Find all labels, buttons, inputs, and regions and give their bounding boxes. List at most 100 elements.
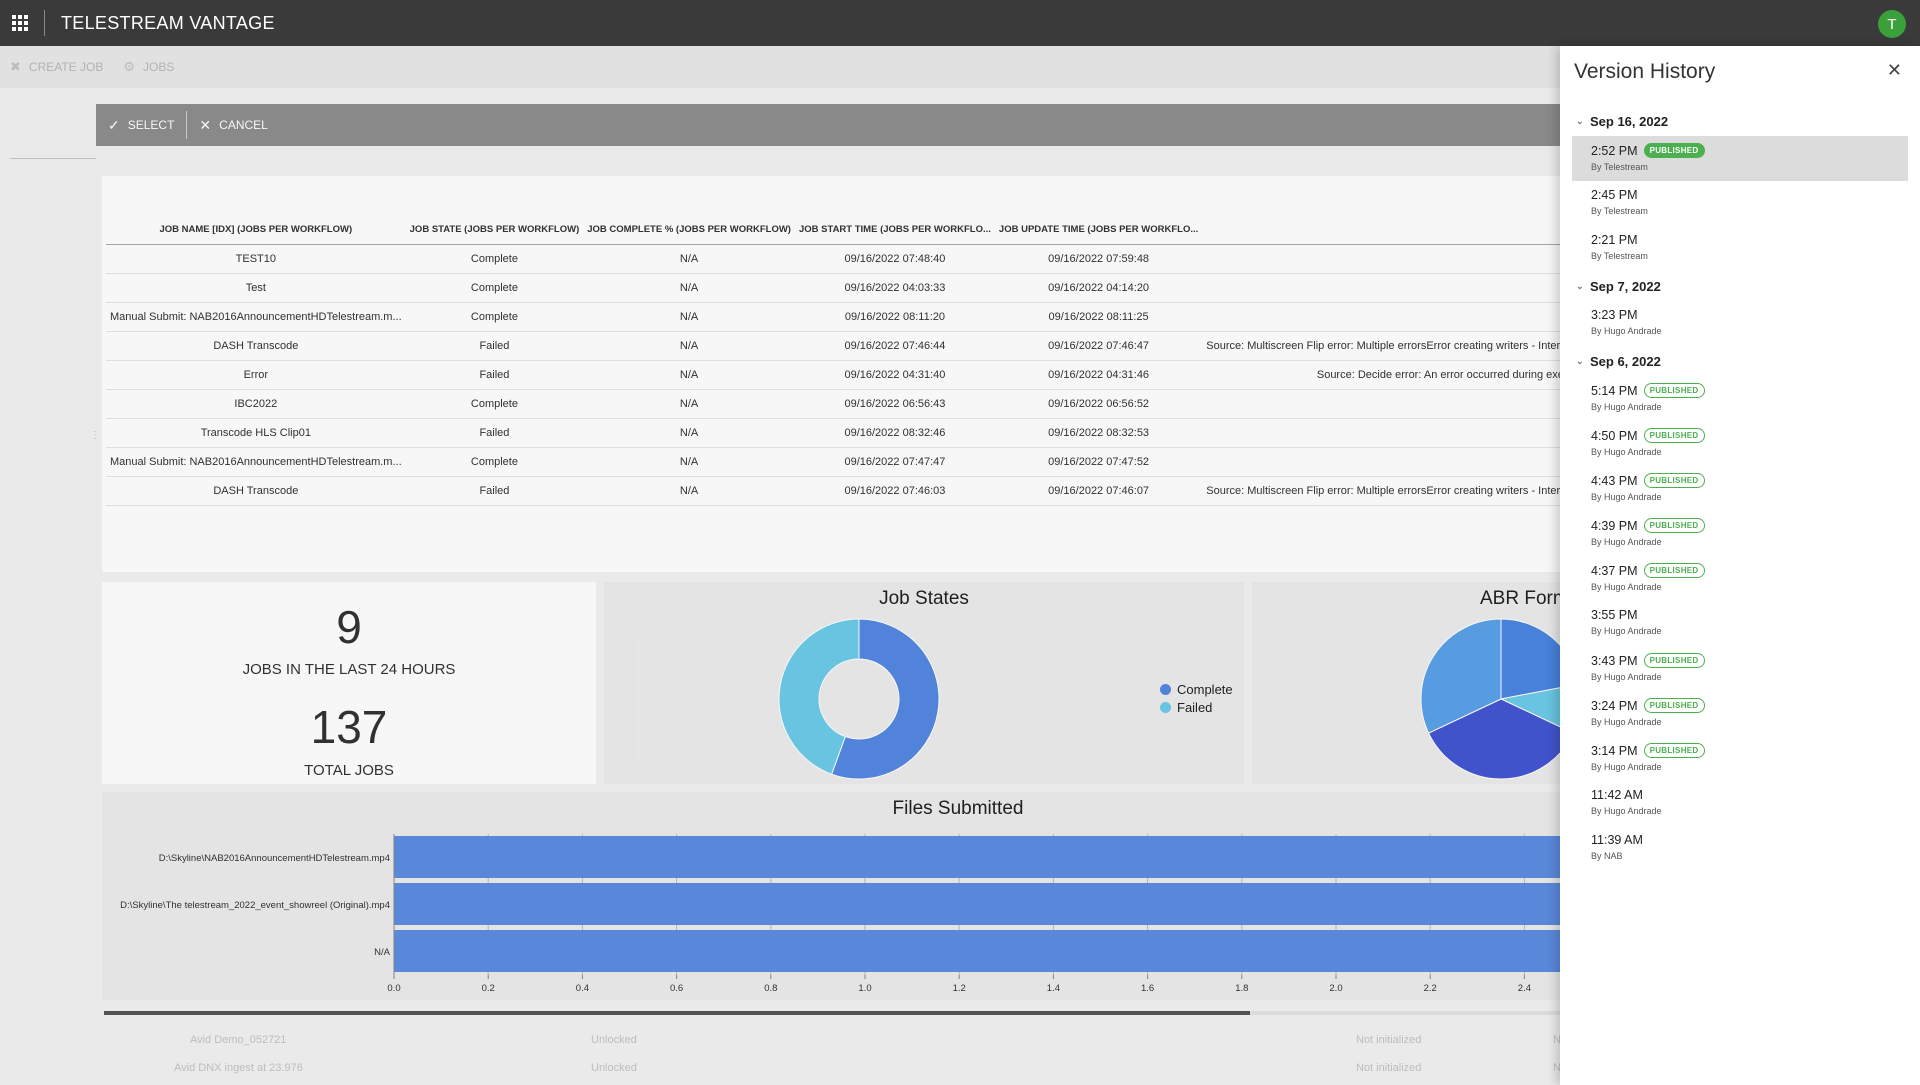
version-date-group-header[interactable]: ⌄ Sep 6, 2022 — [1572, 346, 1908, 376]
column-header-job-name[interactable]: JOB NAME [IDX] (JOBS PER WORKFLOW) — [106, 216, 406, 245]
version-entry[interactable]: 5:14 PM PUBLISHED By Hugo Andrade — [1572, 376, 1908, 421]
jobs-button[interactable]: ⚙ JOBS — [123, 59, 174, 75]
cell-job-name: Manual Submit: NAB2016AnnouncementHDTele… — [106, 302, 406, 332]
version-author: By Hugo Andrade — [1591, 626, 1662, 636]
legend-item[interactable]: Failed — [1160, 700, 1233, 715]
version-entry[interactable]: 2:21 PM By Telestream — [1572, 226, 1908, 271]
jobs-icon: ⚙ — [123, 59, 136, 74]
version-entry[interactable]: 3:23 PM By Hugo Andrade — [1572, 301, 1908, 346]
version-time: 2:21 PM — [1591, 233, 1638, 247]
version-entry[interactable]: 4:50 PM PUBLISHED By Hugo Andrade — [1572, 421, 1908, 466]
cell-job-complete: N/A — [583, 418, 795, 448]
version-entry[interactable]: 3:24 PM PUBLISHED By Hugo Andrade — [1572, 691, 1908, 736]
legend-label: Complete — [1177, 682, 1233, 697]
cell-message: Source: Decide error: An error occurred … — [1202, 360, 1560, 390]
version-entry[interactable]: 11:39 AM By NAB — [1572, 826, 1908, 871]
published-badge: PUBLISHED — [1643, 143, 1705, 158]
version-entry[interactable]: 3:43 PM PUBLISHED By Hugo Andrade — [1572, 646, 1908, 691]
x-tick-label: 1.0 — [858, 983, 871, 994]
version-author: By Hugo Andrade — [1591, 672, 1662, 682]
version-time-row: 11:39 AM — [1591, 833, 1908, 847]
table-row[interactable]: Manual Submit: NAB2016AnnouncementHDTele… — [106, 302, 1560, 332]
version-entry[interactable]: 4:37 PM PUBLISHED By Hugo Andrade — [1572, 556, 1908, 601]
version-entry[interactable]: 3:55 PM By Hugo Andrade — [1572, 601, 1908, 646]
cell-job-name: Manual Submit: NAB2016AnnouncementHDTele… — [106, 447, 406, 477]
table-row[interactable]: Test Complete N/A 09/16/2022 04:03:33 09… — [106, 273, 1560, 303]
cancel-button[interactable]: ✕ CANCEL — [187, 104, 279, 146]
table-row[interactable]: IBC2022 Complete N/A 09/16/2022 06:56:43… — [106, 389, 1560, 419]
version-history-panel: Version History ✕ ⌄ Sep 16, 2022 2:52 PM PU… — [1560, 46, 1920, 1085]
create-job-button[interactable]: ✖ CREATE JOB — [10, 59, 103, 75]
column-header-job-complete[interactable]: JOB COMPLETE % (JOBS PER WORKFLOW) — [583, 216, 795, 245]
select-button[interactable]: ✓ SELECT — [96, 104, 186, 146]
abr-format-pie-chart — [1420, 618, 1560, 780]
version-date-label: Sep 7, 2022 — [1590, 278, 1661, 294]
table-row[interactable]: DASH Transcode Failed N/A 09/16/2022 07:… — [106, 331, 1560, 361]
app-launcher-button[interactable] — [0, 0, 40, 46]
version-time: 3:24 PM — [1591, 698, 1638, 713]
selection-action-bar: ✓ SELECT ✕ CANCEL — [96, 104, 1560, 146]
row-extra: N — [1553, 1062, 1561, 1074]
table-row[interactable]: Manual Submit: NAB2016AnnouncementHDTele… — [106, 447, 1560, 477]
resize-handle-icon[interactable]: ⋮ — [90, 430, 100, 441]
list-item[interactable]: Avid DNX ingest at 23.976 Unlocked Not i… — [96, 1056, 1561, 1082]
column-header-message[interactable] — [1202, 216, 1560, 245]
close-icon: ✕ — [199, 116, 212, 133]
version-entry[interactable]: 2:45 PM By Telestream — [1572, 181, 1908, 226]
x-tick-label: 2.0 — [1329, 983, 1342, 994]
table-row[interactable]: Transcode HLS Clip01 Failed N/A 09/16/20… — [106, 418, 1560, 448]
row-extra: N — [1553, 1034, 1561, 1046]
table-row[interactable]: DASH Transcode Failed N/A 09/16/2022 07:… — [106, 476, 1560, 506]
app-title: TELESTREAM VANTAGE — [61, 12, 275, 33]
cell-start-time: 09/16/2022 08:32:46 — [794, 418, 995, 448]
cell-update-time: 09/16/2022 08:32:53 — [994, 418, 1203, 448]
version-date-label: Sep 16, 2022 — [1590, 113, 1669, 129]
column-header-update-time[interactable]: JOB UPDATE TIME (JOBS PER WORKFLO... — [994, 216, 1203, 245]
table-row[interactable]: TEST10 Complete N/A 09/16/2022 07:48:40 … — [106, 244, 1560, 274]
close-icon[interactable]: ✕ — [1886, 60, 1902, 80]
legend-swatch — [1160, 702, 1171, 713]
table-row[interactable]: Error Failed N/A 09/16/2022 04:31:40 09/… — [106, 360, 1560, 390]
left-nav-divider — [10, 158, 96, 159]
version-entry[interactable]: 4:43 PM PUBLISHED By Hugo Andrade — [1572, 466, 1908, 511]
version-date-group-header[interactable]: ⌄ Sep 7, 2022 — [1572, 271, 1908, 301]
column-header-start-time[interactable]: JOB START TIME (JOBS PER WORKFLO... — [794, 216, 995, 245]
category-tick-label: D:\Skyline\NAB2016AnnouncementHDTelestre… — [159, 853, 390, 864]
chevron-down-icon: ⌄ — [1576, 115, 1584, 126]
version-entry[interactable]: 11:42 AM By Hugo Andrade — [1572, 781, 1908, 826]
cell-job-name: DASH Transcode — [106, 476, 406, 506]
cell-start-time: 09/16/2022 07:48:40 — [794, 244, 995, 274]
pie-slice — [1420, 618, 1502, 734]
bar — [394, 836, 1560, 878]
row-status: Not initialized — [1356, 1034, 1422, 1046]
cell-start-time: 09/16/2022 07:46:44 — [794, 331, 995, 361]
version-time: 3:55 PM — [1591, 608, 1638, 622]
version-date-label: Sep 6, 2022 — [1590, 353, 1661, 369]
version-entry[interactable]: 4:39 PM PUBLISHED By Hugo Andrade — [1572, 511, 1908, 556]
x-tick-label: 1.2 — [953, 983, 966, 994]
version-entry[interactable]: 3:14 PM PUBLISHED By Hugo Andrade — [1572, 736, 1908, 781]
total-jobs-label: TOTAL JOBS — [304, 762, 394, 779]
x-tick-label: 1.4 — [1047, 983, 1060, 994]
job-stats-panel: 9 JOBS IN THE LAST 24 HOURS 137 TOTAL JO… — [102, 582, 596, 784]
user-avatar[interactable]: T — [1878, 10, 1906, 38]
checkmark-icon: ✓ — [108, 116, 120, 133]
cell-message: Source: Multiscreen Flip error: Multiple… — [1202, 476, 1560, 506]
create-job-label: CREATE JOB — [28, 60, 104, 74]
bar — [394, 930, 1560, 972]
cell-job-complete: N/A — [583, 447, 795, 477]
horizontal-scrollbar-thumb[interactable] — [104, 1011, 1250, 1015]
cell-job-complete: N/A — [583, 244, 795, 274]
legend-item[interactable]: Complete — [1160, 682, 1233, 697]
cell-message — [1202, 447, 1560, 477]
cell-message — [1202, 389, 1560, 419]
cell-job-name: DASH Transcode — [106, 331, 406, 361]
version-time-row: 4:50 PM PUBLISHED — [1591, 428, 1908, 443]
version-date-group-header[interactable]: ⌄ Sep 16, 2022 — [1572, 106, 1908, 136]
cell-update-time: 09/16/2022 04:31:46 — [994, 360, 1203, 390]
list-item[interactable]: Avid Demo_052721 Unlocked Not initialize… — [96, 1028, 1561, 1054]
cell-update-time: 09/16/2022 07:59:48 — [994, 244, 1203, 274]
cell-job-state: Complete — [405, 302, 584, 332]
column-header-job-state[interactable]: JOB STATE (JOBS PER WORKFLOW) — [405, 216, 584, 245]
version-entry[interactable]: 2:52 PM PUBLISHED By Telestream — [1572, 136, 1908, 181]
